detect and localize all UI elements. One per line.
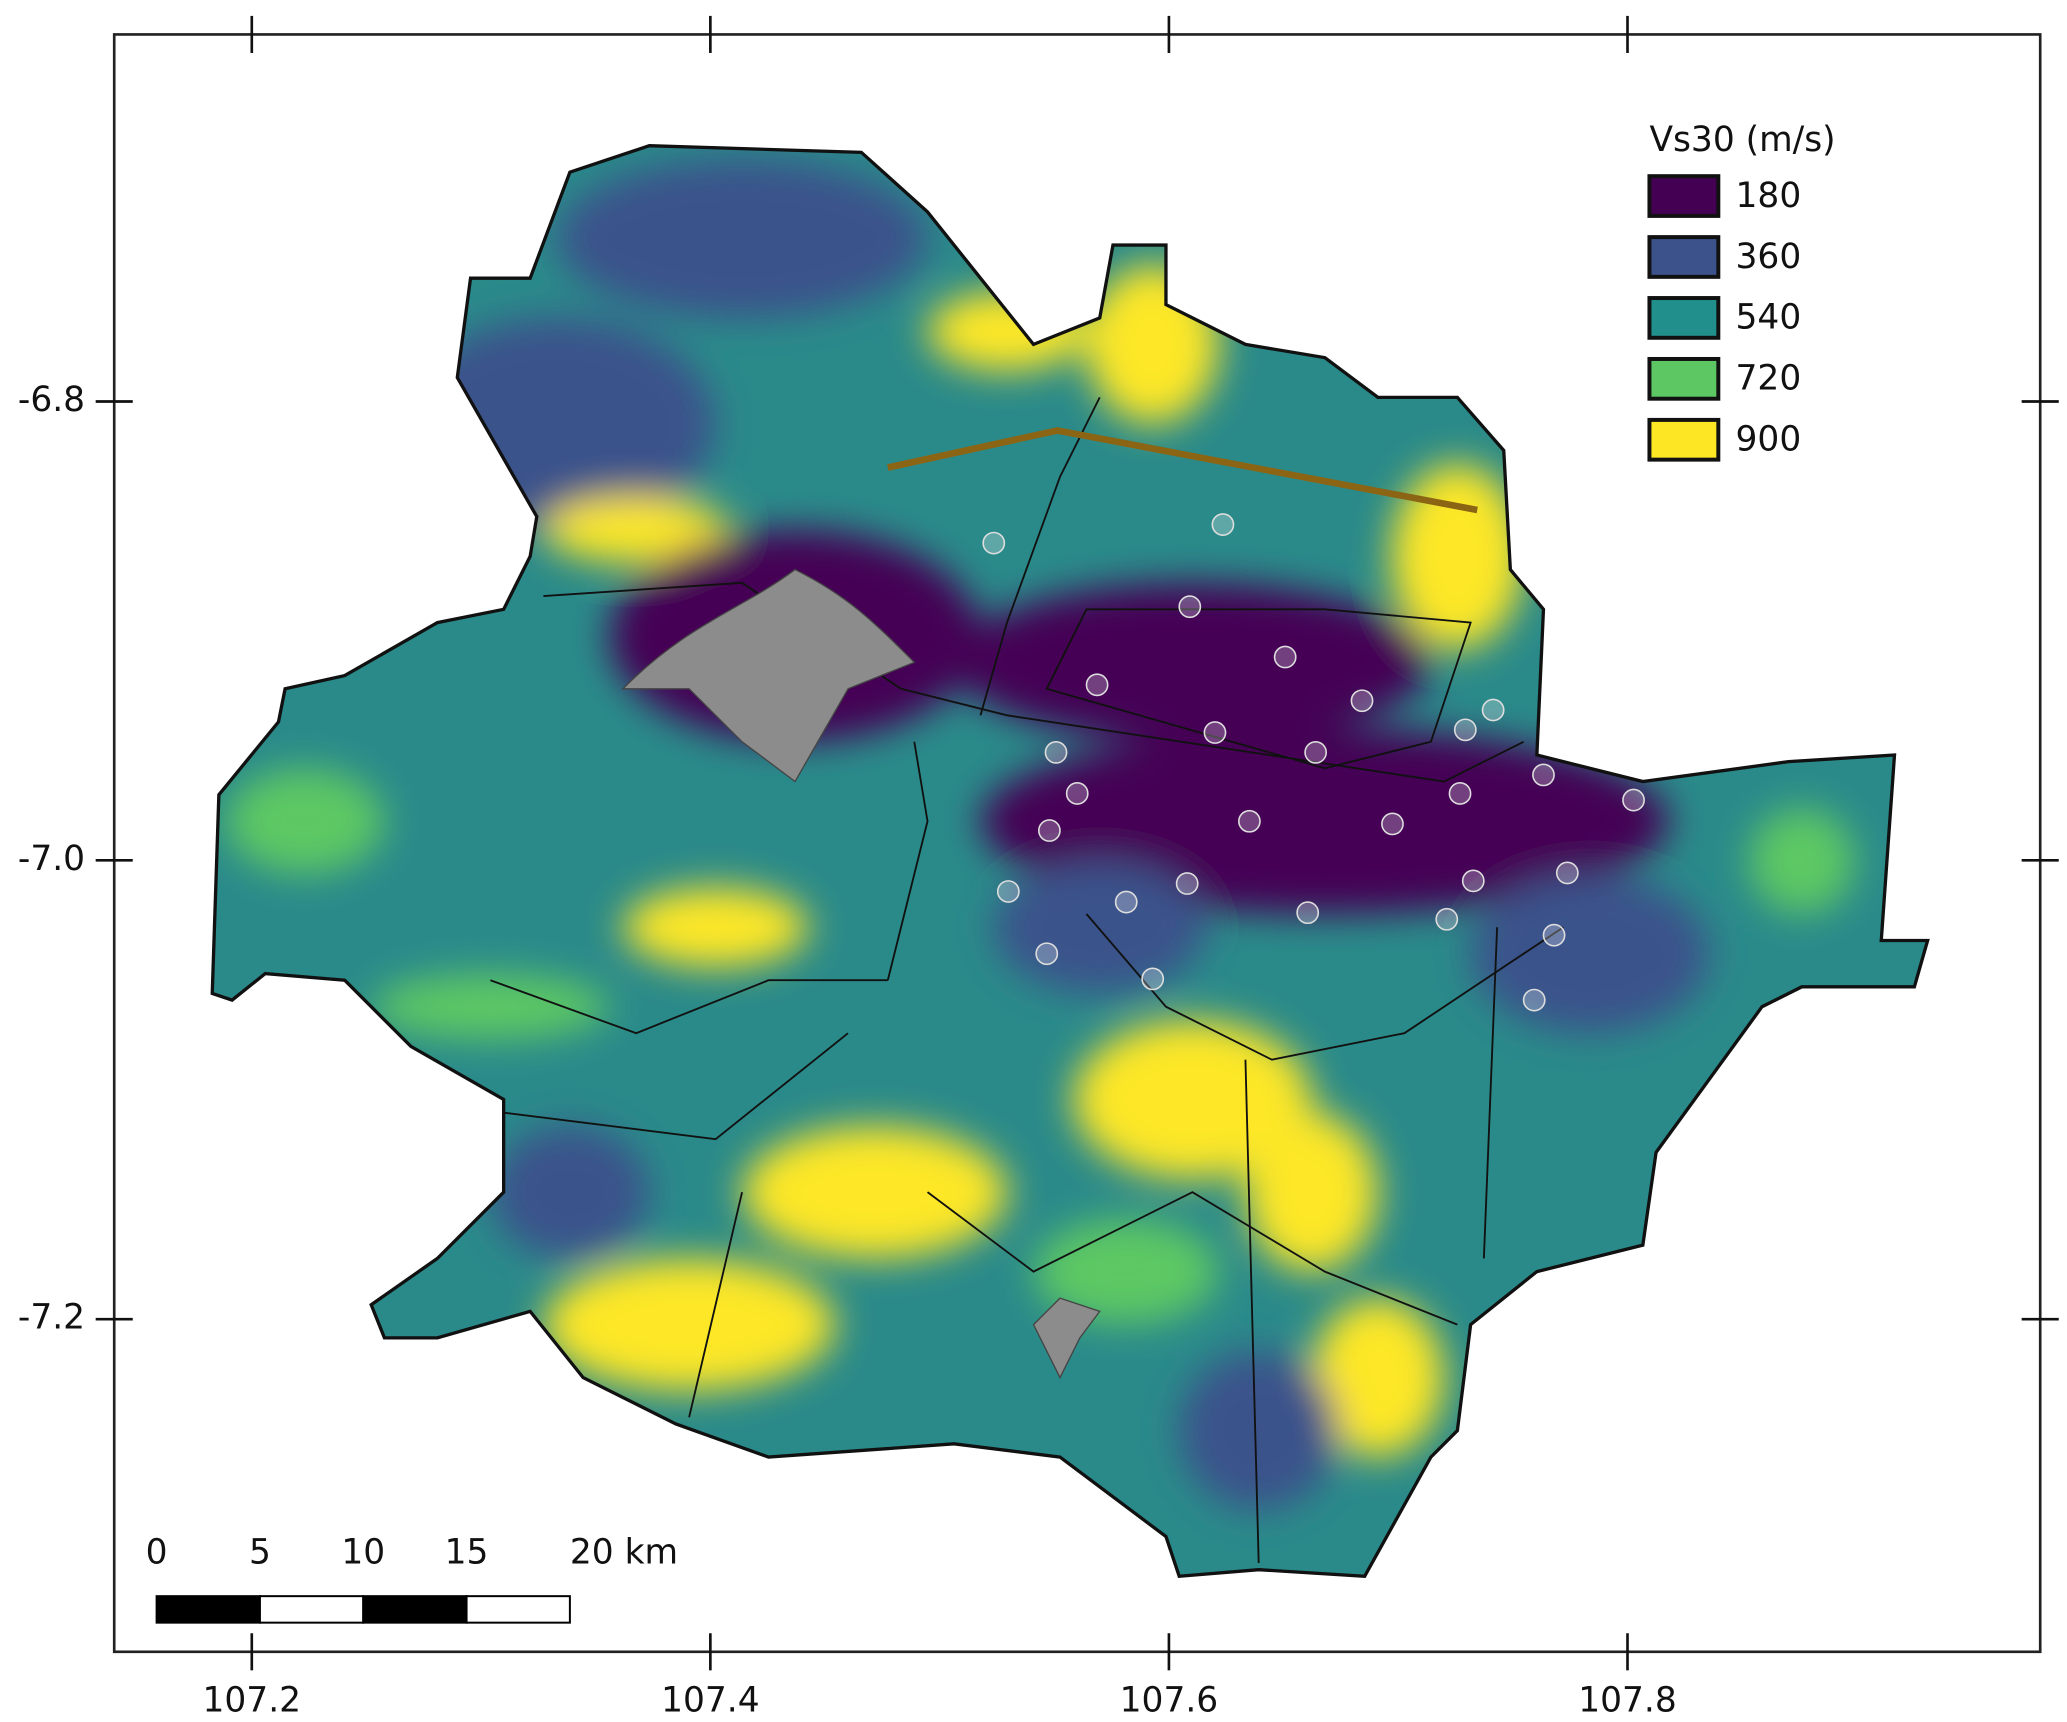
x-tick-label: 107.6 <box>1120 1681 1219 1721</box>
y-tick-label: -7.0 <box>18 839 85 879</box>
stations <box>982 513 1645 1012</box>
fault-line <box>887 427 1478 514</box>
scale-bar-label: 10 <box>341 1532 385 1572</box>
legend-label: 540 <box>1736 298 1802 338</box>
x-tick-label: 107.2 <box>203 1681 302 1721</box>
scale-bar-label: 0 <box>146 1532 168 1572</box>
scale-bar-segment <box>362 1595 468 1624</box>
scale-bar-segment <box>258 1595 365 1624</box>
scale-bar-segment <box>465 1595 571 1624</box>
legend-title: Vs30 (m/s) <box>1649 120 1835 160</box>
legend-swatch <box>1647 356 1721 401</box>
legend-swatch <box>1647 235 1721 279</box>
legend-label: 720 <box>1736 359 1802 399</box>
legend-swatch <box>1647 174 1721 218</box>
x-tick-label: 107.8 <box>1578 1681 1677 1721</box>
y-tick-label: -6.8 <box>18 380 85 420</box>
legend-swatch <box>1647 417 1721 462</box>
scale-bar-label: 15 <box>445 1532 489 1572</box>
legend-label: 360 <box>1736 237 1802 277</box>
legend-swatch <box>1647 296 1721 340</box>
scale-bar-segment <box>155 1595 261 1624</box>
legend-label: 180 <box>1736 176 1802 216</box>
x-tick-label: 107.4 <box>661 1681 760 1721</box>
y-tick-label: -7.2 <box>18 1298 85 1338</box>
reservoir <box>1032 1297 1101 1380</box>
legend-label: 900 <box>1736 420 1802 460</box>
scale-bar-label: 5 <box>249 1532 271 1572</box>
scale-bar-label: 20 km <box>570 1532 678 1572</box>
reservoir <box>621 568 916 783</box>
